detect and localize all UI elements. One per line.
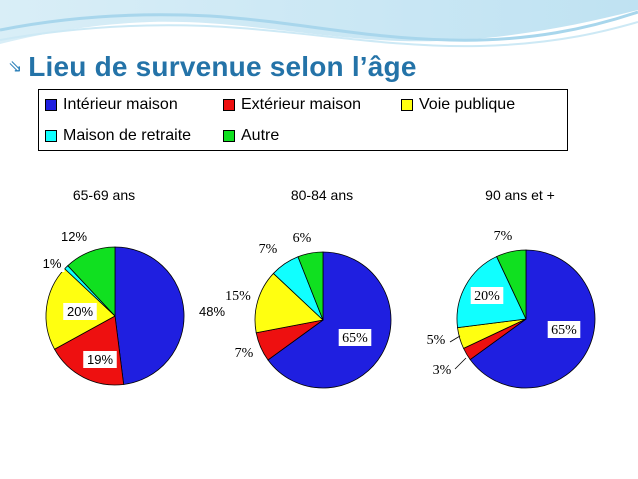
legend-item: Maison de retraite: [45, 127, 191, 145]
pie-chart: 90 ans et + 65% 3% 5% 20% 7%: [427, 187, 596, 389]
legend-swatch: [45, 99, 57, 111]
data-label: 5%: [427, 333, 446, 348]
legend-item: Voie publique: [401, 96, 515, 114]
data-label: 7%: [235, 346, 254, 361]
data-label-box: [470, 287, 504, 304]
legend-item: Intérieur maison: [45, 96, 178, 114]
data-label: 20%: [474, 289, 500, 304]
data-label: 7%: [259, 242, 278, 257]
data-label: 15%: [225, 289, 251, 304]
pie-chart: 80-84 ans 65% 7% 15% 7% 6%: [225, 187, 392, 389]
slide-title-row: ⇘ Lieu de survenue selon l’âge: [8, 50, 417, 84]
data-label: 65%: [342, 331, 368, 346]
slide-title: Lieu de survenue selon l’âge: [28, 51, 417, 82]
data-label: 3%: [433, 363, 452, 378]
data-label-box: [57, 228, 91, 245]
pie-slice: [496, 249, 527, 320]
pie-slice: [254, 272, 324, 334]
legend-item: Extérieur maison: [223, 96, 361, 114]
arrow-bullet-icon: ⇘: [8, 56, 23, 77]
pie-slice: [297, 251, 324, 321]
legend-swatch: [45, 130, 57, 142]
chart-title: 90 ans et +: [485, 187, 555, 203]
data-label-box: [39, 255, 65, 272]
chart-title: 80-84 ans: [291, 187, 353, 203]
data-label: 12%: [61, 229, 87, 244]
legend-label: Voie publique: [419, 96, 516, 113]
legend-swatch: [401, 99, 413, 111]
pie-slice: [67, 246, 116, 318]
pie-slice: [114, 246, 185, 385]
legend-item: Autre: [223, 127, 279, 145]
data-label: 6%: [293, 231, 312, 246]
leader-line: [454, 357, 467, 370]
data-label: 19%: [87, 352, 113, 367]
data-label: 48%: [199, 304, 225, 319]
data-label: 1%: [43, 256, 62, 271]
pie-slice: [469, 249, 596, 389]
data-label: 7%: [494, 229, 513, 244]
legend-label: Autre: [241, 127, 280, 144]
legend-swatch: [223, 130, 235, 142]
data-label-box: [338, 329, 372, 346]
data-label: 65%: [551, 323, 577, 338]
data-label-box: [83, 351, 117, 368]
legend-label: Extérieur maison: [241, 96, 362, 113]
legend-swatch: [223, 99, 235, 111]
pie-chart: 65-69 ans 48% 19% 20% 1% 12%: [39, 187, 225, 386]
data-label: 20%: [67, 304, 93, 319]
chart-legend: Intérieur maison Extérieur maison Voie p…: [38, 89, 568, 151]
chart-title: 65-69 ans: [73, 187, 135, 203]
data-label-box: [547, 321, 581, 338]
pie-slice: [267, 251, 392, 389]
legend-label: Maison de retraite: [63, 127, 192, 144]
leader-line: [449, 335, 461, 343]
legend-label: Intérieur maison: [63, 96, 178, 113]
header-swoosh-decoration: [0, 0, 638, 48]
data-label-box: [63, 303, 97, 320]
